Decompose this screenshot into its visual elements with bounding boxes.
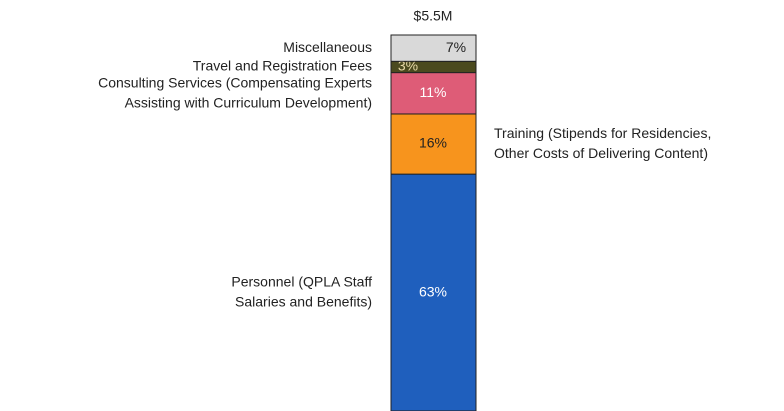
- legend-label: Consulting Services (Compensating Expert…: [98, 74, 372, 110]
- bar-segment: [390, 113, 477, 175]
- value-label: 7%: [446, 39, 466, 55]
- legend-label: Training (Stipends for Residencies, Other…: [494, 125, 711, 161]
- total-label: $5.5M: [414, 8, 453, 24]
- value-label: 63%: [419, 283, 447, 299]
- bar-segment: [390, 34, 477, 62]
- legend-label: Miscellaneous: [283, 39, 372, 55]
- value-label: 16%: [419, 135, 447, 151]
- bar-segment: [390, 72, 477, 115]
- legend-label: Travel and Registration Fees: [193, 58, 372, 74]
- value-label: 11%: [420, 84, 447, 100]
- bar-segment: [390, 173, 477, 411]
- legend-label: Personnel (QPLA Staff Salaries and Benefi…: [231, 273, 372, 309]
